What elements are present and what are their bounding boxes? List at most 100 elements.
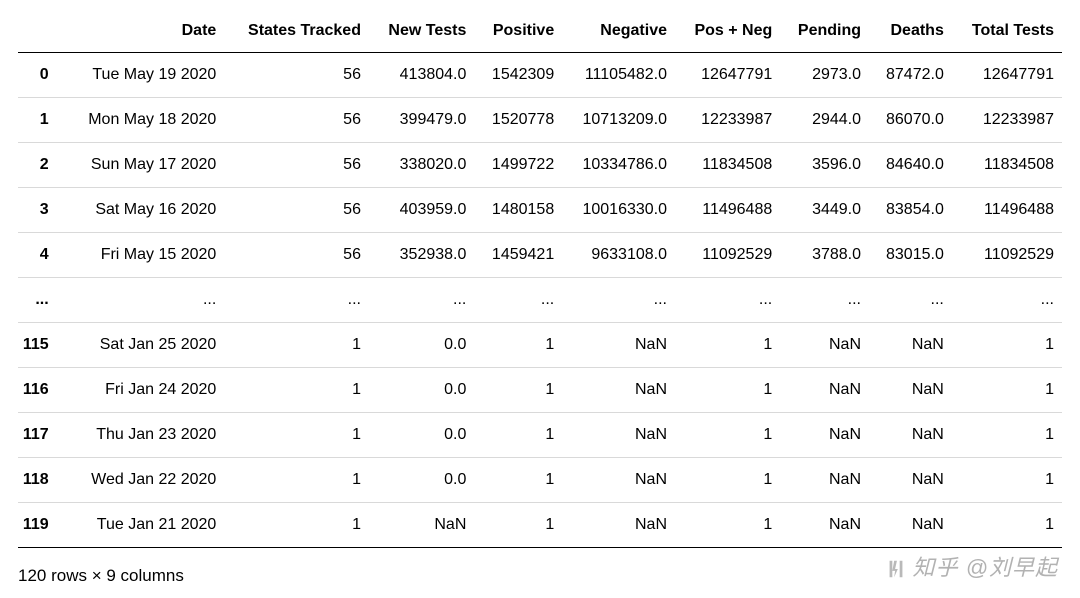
table-cell: 3596.0 — [780, 143, 869, 188]
row-index: 0 — [18, 53, 63, 98]
table-cell: 1 — [474, 323, 562, 368]
table-cell: NaN — [562, 323, 675, 368]
table-cell: 12233987 — [952, 98, 1062, 143]
column-header: Deaths — [869, 12, 952, 53]
table-cell: 83015.0 — [869, 233, 952, 278]
table-cell: 1 — [952, 368, 1062, 413]
table-cell: NaN — [869, 458, 952, 503]
table-cell: Wed Jan 22 2020 — [63, 458, 225, 503]
table-cell: 1 — [474, 368, 562, 413]
table-cell: ... — [562, 278, 675, 323]
row-index: 3 — [18, 188, 63, 233]
table-cell: 10334786.0 — [562, 143, 675, 188]
table-cell: ... — [224, 278, 369, 323]
table-cell: NaN — [869, 323, 952, 368]
table-cell: NaN — [562, 368, 675, 413]
column-header: Negative — [562, 12, 675, 53]
table-cell: 1 — [675, 368, 780, 413]
table-cell: NaN — [780, 503, 869, 548]
table-cell: NaN — [869, 368, 952, 413]
table-cell: 1 — [224, 458, 369, 503]
table-cell: 9633108.0 — [562, 233, 675, 278]
table-cell: Tue Jan 21 2020 — [63, 503, 225, 548]
table-cell: 11092529 — [675, 233, 780, 278]
row-index: ... — [18, 278, 63, 323]
table-cell: 10016330.0 — [562, 188, 675, 233]
table-cell: Fri May 15 2020 — [63, 233, 225, 278]
table-cell: Mon May 18 2020 — [63, 98, 225, 143]
table-cell: 1 — [224, 413, 369, 458]
table-cell: 1 — [474, 413, 562, 458]
table-cell: Thu Jan 23 2020 — [63, 413, 225, 458]
row-index: 117 — [18, 413, 63, 458]
table-row: 116Fri Jan 24 202010.01NaN1NaNNaN1 — [18, 368, 1062, 413]
table-cell: 1542309 — [474, 53, 562, 98]
table-cell: NaN — [369, 503, 474, 548]
table-cell: Fri Jan 24 2020 — [63, 368, 225, 413]
watermark-text: 知乎 @刘早起 — [913, 555, 1058, 580]
table-cell: 399479.0 — [369, 98, 474, 143]
table-cell: 12233987 — [675, 98, 780, 143]
table-cell: 84640.0 — [869, 143, 952, 188]
table-cell: 1 — [474, 503, 562, 548]
table-cell: 403959.0 — [369, 188, 474, 233]
table-row: .............................. — [18, 278, 1062, 323]
table-cell: 11834508 — [952, 143, 1062, 188]
table-cell: 1 — [952, 323, 1062, 368]
table-row: 115Sat Jan 25 202010.01NaN1NaNNaN1 — [18, 323, 1062, 368]
table-cell: 1 — [675, 413, 780, 458]
column-header: Date — [63, 12, 225, 53]
zhihu-icon — [885, 558, 907, 580]
table-cell: 1459421 — [474, 233, 562, 278]
table-cell: 1 — [675, 503, 780, 548]
table-row: 4Fri May 15 202056352938.014594219633108… — [18, 233, 1062, 278]
table-cell: 11496488 — [675, 188, 780, 233]
table-cell: 0.0 — [369, 368, 474, 413]
watermark: 知乎 @刘早起 — [885, 550, 1058, 582]
table-cell: 12647791 — [675, 53, 780, 98]
table-cell: 56 — [224, 233, 369, 278]
table-cell: NaN — [562, 458, 675, 503]
table-cell: ... — [869, 278, 952, 323]
table-cell: 11834508 — [675, 143, 780, 188]
table-cell: NaN — [869, 503, 952, 548]
row-index: 115 — [18, 323, 63, 368]
table-cell: ... — [369, 278, 474, 323]
table-cell: 87472.0 — [869, 53, 952, 98]
table-cell: 3788.0 — [780, 233, 869, 278]
table-row: 119Tue Jan 21 20201NaN1NaN1NaNNaN1 — [18, 503, 1062, 548]
column-header: New Tests — [369, 12, 474, 53]
table-body: 0Tue May 19 202056413804.015423091110548… — [18, 53, 1062, 548]
table-cell: 1520778 — [474, 98, 562, 143]
table-cell: 11105482.0 — [562, 53, 675, 98]
table-cell: 1499722 — [474, 143, 562, 188]
table-cell: 338020.0 — [369, 143, 474, 188]
table-cell: 56 — [224, 143, 369, 188]
table-cell: NaN — [780, 413, 869, 458]
table-cell: 0.0 — [369, 323, 474, 368]
row-index: 1 — [18, 98, 63, 143]
table-cell: 56 — [224, 188, 369, 233]
table-cell: 86070.0 — [869, 98, 952, 143]
table-cell: 0.0 — [369, 458, 474, 503]
data-table: DateStates TrackedNew TestsPositiveNegat… — [18, 12, 1062, 548]
table-cell: 12647791 — [952, 53, 1062, 98]
table-row: 3Sat May 16 202056403959.014801581001633… — [18, 188, 1062, 233]
table-cell: 11496488 — [952, 188, 1062, 233]
table-cell: ... — [474, 278, 562, 323]
table-cell: 1 — [952, 503, 1062, 548]
table-cell: 1 — [952, 413, 1062, 458]
table-cell: 56 — [224, 53, 369, 98]
table-cell: Sun May 17 2020 — [63, 143, 225, 188]
table-cell: 2944.0 — [780, 98, 869, 143]
table-cell: Sat May 16 2020 — [63, 188, 225, 233]
table-cell: 1 — [675, 458, 780, 503]
table-cell: 1 — [675, 323, 780, 368]
index-header — [18, 12, 63, 53]
table-cell: 352938.0 — [369, 233, 474, 278]
table-cell: 0.0 — [369, 413, 474, 458]
column-header: Positive — [474, 12, 562, 53]
table-row: 0Tue May 19 202056413804.015423091110548… — [18, 53, 1062, 98]
table-cell: 413804.0 — [369, 53, 474, 98]
column-header: States Tracked — [224, 12, 369, 53]
